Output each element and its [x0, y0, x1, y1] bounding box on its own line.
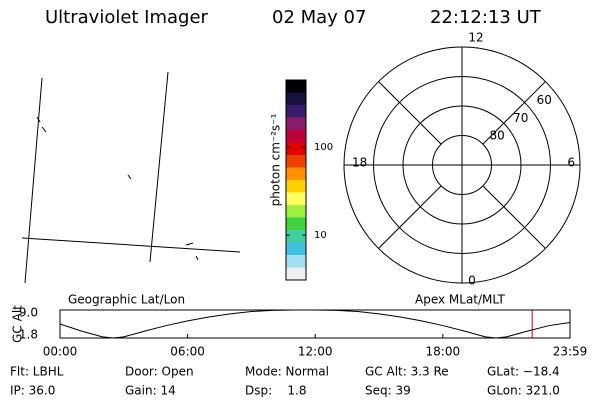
colorbar-swatch: [286, 205, 306, 218]
polar-spoke: [378, 185, 442, 249]
colorbar-swatch: [286, 217, 306, 231]
info-field: GC Alt: 3.3 Re: [365, 365, 449, 379]
colorbar-frame: [285, 79, 307, 281]
y-axis-label: GC Alt: [11, 305, 25, 343]
polar-spoke: [482, 185, 546, 249]
info-field: Seq: 39: [365, 384, 411, 398]
map-line: [24, 77, 43, 284]
info-field: Flt: LBHL: [10, 365, 64, 379]
colorbar-swatch: [286, 180, 306, 193]
colorbar-swatch: [286, 92, 306, 106]
map-line: [185, 242, 194, 246]
map-line: [149, 71, 169, 263]
mlt-label: 12: [468, 31, 483, 45]
x-tick-label: 06:00: [170, 345, 205, 359]
map-line: [127, 174, 132, 180]
map-panel: [21, 71, 241, 284]
lat-label: 70: [513, 111, 528, 125]
colorbar-swatch: [286, 130, 306, 143]
altitude-line: [59, 309, 571, 339]
colorbar-swatch: [286, 255, 306, 268]
polar-spoke: [482, 81, 546, 145]
info-field: Mode: Normal: [245, 365, 329, 379]
x-tick-label: 12:00: [298, 345, 333, 359]
info-field: IP: 36.0: [10, 384, 55, 398]
colorbar-swatch: [286, 142, 306, 156]
info-field: Door: Open: [125, 365, 194, 379]
y-tick-label: 1.8: [19, 328, 38, 342]
lat-label: 60: [537, 93, 552, 107]
colorbar-swatch: [286, 105, 306, 118]
panel-title: Apex MLat/MLT: [415, 293, 505, 307]
map-line: [36, 116, 41, 123]
info-field: Gain: 14: [125, 384, 176, 398]
colorbar-swatch: [286, 242, 306, 256]
map-line: [41, 126, 47, 133]
colorbar-swatch: [286, 80, 306, 93]
map-line: [21, 237, 241, 253]
x-tick-label: 00:00: [43, 345, 78, 359]
polar-spoke: [378, 81, 442, 145]
info-field: GLat: −18.4: [487, 365, 560, 379]
colorbar-label: photon cm⁻²s⁻¹: [269, 113, 283, 206]
lat-label: 80: [490, 129, 505, 143]
info-field: Dsp: 1.8: [245, 384, 307, 398]
colorbar-swatch: [286, 192, 306, 206]
colorbar-tick-label: 10: [314, 230, 327, 241]
panel-title: Geographic Lat/Lon: [68, 293, 185, 307]
x-tick-label: 23:59: [553, 345, 588, 359]
colorbar-swatch: [286, 155, 306, 168]
info-field: GLon: 321.0: [487, 384, 560, 398]
x-tick-label: 18:00: [426, 345, 461, 359]
mlt-label: 18: [352, 156, 367, 170]
title: Ultraviolet Imager: [45, 7, 209, 28]
y-tick-label: 9.0: [19, 306, 38, 320]
colorbar-swatch: [286, 267, 306, 281]
colorbar-swatch: [286, 230, 306, 243]
colorbar-swatch: [286, 117, 306, 131]
colorbar-swatch: [286, 167, 306, 181]
mlt-label: 6: [567, 156, 575, 170]
date: 02 May 07: [272, 7, 366, 28]
map-line: [195, 255, 199, 261]
colorbar-tick-label: 100: [314, 142, 333, 153]
mlt-label: 0: [468, 274, 476, 288]
time: 22:12:13 UT: [430, 7, 542, 28]
